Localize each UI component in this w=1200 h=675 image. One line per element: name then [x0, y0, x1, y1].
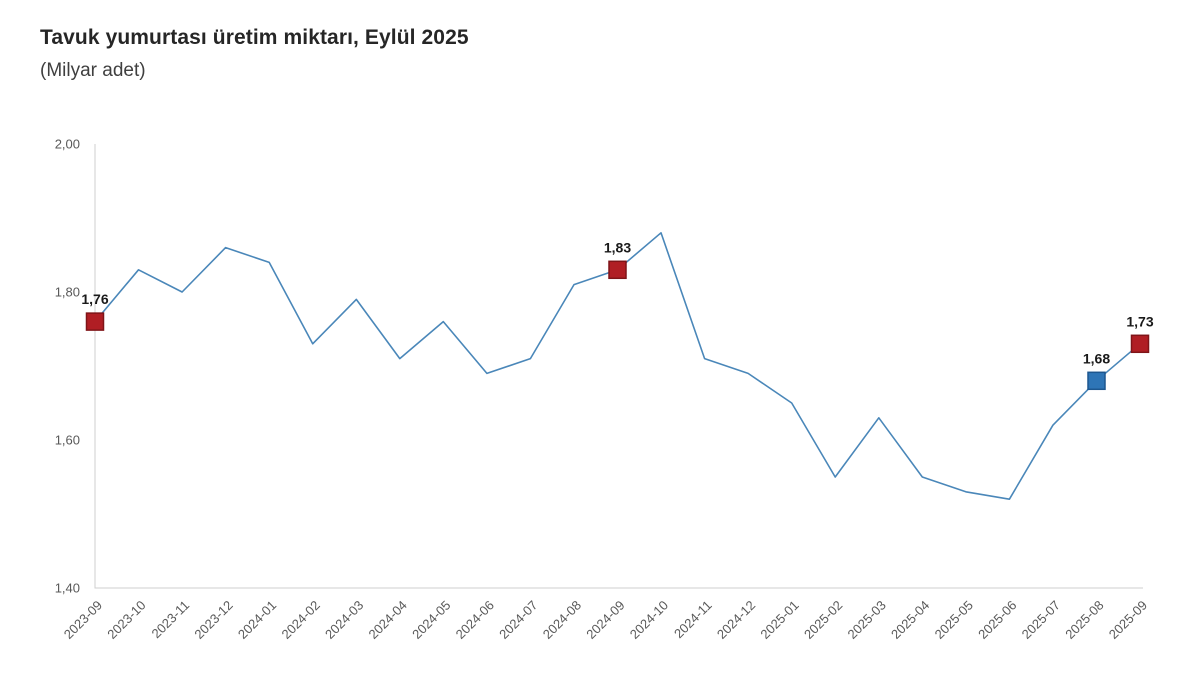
y-tick-label: 1,80 [55, 285, 80, 300]
x-tick-label: 2025-02 [801, 598, 845, 642]
x-tick-label: 2024-07 [496, 598, 540, 642]
x-tick-label: 2024-06 [453, 598, 497, 642]
x-tick-label: 2024-08 [540, 598, 584, 642]
x-tick-label: 2025-07 [1019, 598, 1063, 642]
x-tick-label: 2025-09 [1106, 598, 1150, 642]
highlight-marker [608, 260, 627, 280]
x-tick-label: 2024-12 [714, 598, 758, 642]
x-tick-label: 2025-08 [1062, 598, 1106, 642]
x-tick-label: 2025-06 [975, 598, 1019, 642]
x-tick-label: 2023-11 [149, 598, 193, 642]
chart-title: Tavuk yumurtası üretim miktarı, Eylül 20… [40, 26, 469, 49]
x-tick-label: 2025-04 [888, 598, 932, 642]
data-label: 1,83 [604, 239, 631, 255]
highlight-marker [85, 312, 105, 331]
x-tick-label: 2024-11 [671, 598, 715, 642]
y-tick-label: 2,00 [55, 137, 80, 152]
x-tick-label: 2024-10 [627, 598, 671, 642]
data-label: 1,68 [1083, 350, 1110, 366]
x-tick-label: 2024-02 [278, 598, 322, 642]
x-tick-label: 2023-09 [61, 598, 105, 642]
x-tick-label: 2025-01 [757, 598, 801, 642]
x-tick-label: 2023-10 [104, 598, 148, 642]
x-tick-label: 2024-01 [235, 598, 279, 642]
x-tick-label: 2023-12 [191, 598, 235, 642]
axis-lines [94, 144, 1143, 589]
x-tick-label: 2024-09 [583, 598, 627, 642]
x-tick-label: 2025-05 [932, 598, 976, 642]
y-tick-label: 1,60 [55, 433, 80, 448]
chart-subtitle: (Milyar adet) [40, 60, 146, 81]
highlight-marker [1130, 334, 1150, 354]
highlight-marker [1087, 371, 1106, 391]
data-label: 1,73 [1126, 313, 1153, 329]
x-tick-label: 2024-05 [409, 598, 453, 642]
x-tick-label: 2024-04 [366, 598, 410, 642]
x-tick-label: 2024-03 [322, 598, 366, 642]
x-tick-label: 2025-03 [845, 598, 889, 642]
data-label: 1,76 [81, 291, 108, 307]
y-tick-label: 1,40 [55, 581, 80, 596]
